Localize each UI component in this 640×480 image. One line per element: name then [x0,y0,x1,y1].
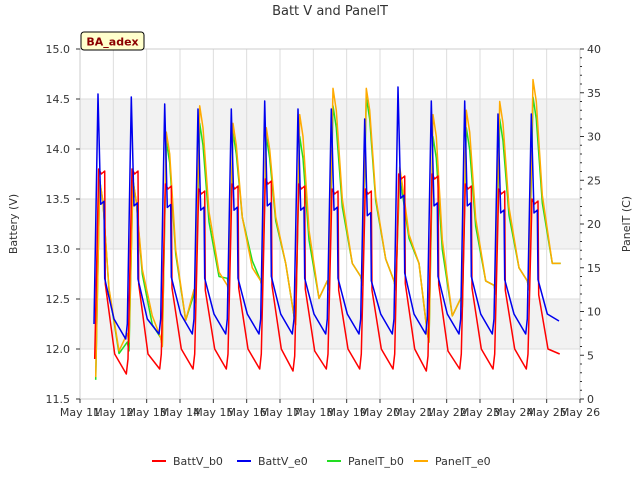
y2-tick-label: 25 [587,174,601,187]
series-line-battv-e0 [93,86,560,340]
x-tick-label: May 18 [293,406,333,419]
chart-title: Batt V and PanelT [272,4,388,19]
y-tick-label: 15.0 [46,43,71,56]
y2-tick-label: 30 [587,131,601,144]
x-tick-label: May 19 [327,406,367,419]
y-tick-label: 11.5 [46,393,71,406]
x-tick-label: May 23 [460,406,500,419]
y2-tick-label: 40 [587,43,601,56]
x-tick-label: May 15 [193,406,233,419]
x-tick-label: May 12 [93,406,133,419]
x-tick-label: May 25 [527,406,567,419]
x-tick-label: May 14 [160,406,200,419]
y-tick-label: 13.0 [46,243,71,256]
site-label-box [80,31,145,51]
legend-label-battv-b0: BattV_b0 [173,455,223,468]
y2-tick-label: 5 [587,349,594,362]
y-axis-label: Battery (V) [7,194,20,254]
y2-tick-label: 35 [587,87,601,100]
series-lines [93,78,561,380]
y2-tick-label: 15 [587,262,601,275]
legend-label-panelt-b0: PanelT_b0 [348,455,404,468]
y-tick-label: 13.5 [46,193,71,206]
legend-label-panelt-e0: PanelT_e0 [435,455,491,468]
y2-tick-label: 0 [587,393,594,406]
x-tick-label: May 16 [227,406,267,419]
y2-tick-label: 10 [587,306,601,319]
y-tick-label: 14.0 [46,143,71,156]
x-tick-label: May 22 [427,406,467,419]
x-tick-label: May 24 [493,406,533,419]
x-tick-label: May 17 [260,406,300,419]
x-tick-label: May 20 [360,406,400,419]
x-tick-label: May 26 [560,406,600,419]
x-tick-label: May 13 [127,406,167,419]
legend-label-battv-e0: BattV_e0 [258,455,308,468]
y2-tick-label: 20 [587,218,601,231]
y-tick-label: 12.0 [46,343,71,356]
y-tick-label: 12.5 [46,293,71,306]
site-label: BA_adex [86,36,138,49]
x-tick-label: May 11 [60,406,100,419]
y2-axis-label: PanelT (C) [620,196,633,252]
x-tick-label: May 21 [393,406,433,419]
y-tick-label: 14.5 [46,93,71,106]
